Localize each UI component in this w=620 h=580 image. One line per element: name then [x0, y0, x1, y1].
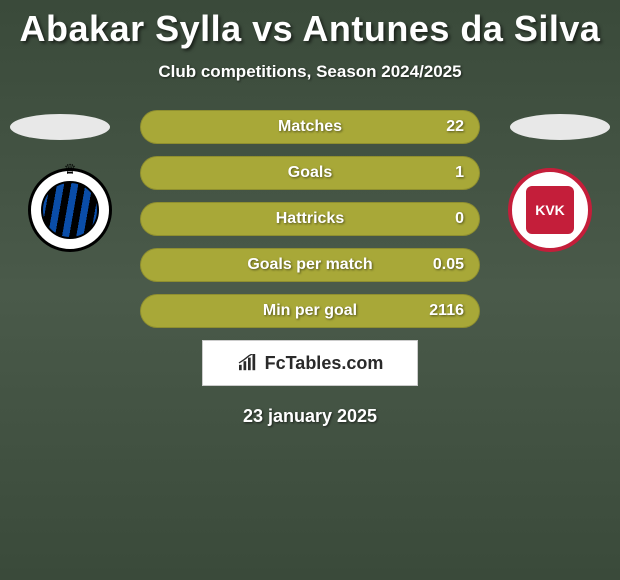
crown-icon: ♛ [64, 161, 77, 178]
left-oval-decor [10, 114, 110, 140]
date-label: 23 january 2025 [0, 406, 620, 427]
brand-text: FcTables.com [265, 353, 384, 374]
club-brugge-badge: ♛ [28, 168, 112, 252]
stat-label: Hattricks [156, 210, 464, 228]
stat-value: 2116 [429, 302, 464, 320]
stat-row-goals: Goals 1 [140, 156, 480, 190]
stat-label: Goals [156, 164, 464, 182]
stat-row-goals-per-match: Goals per match 0.05 [140, 248, 480, 282]
club-logo-left: ♛ [20, 168, 120, 268]
stat-value: 0 [455, 210, 464, 228]
stat-row-matches: Matches 22 [140, 110, 480, 144]
stat-value: 0.05 [433, 256, 464, 274]
stat-label: Matches [156, 118, 464, 136]
right-oval-decor [510, 114, 610, 140]
brand-badge: FcTables.com [202, 340, 418, 386]
kv-kortrijk-badge: KVK [508, 168, 592, 252]
stats-list: Matches 22 Goals 1 Hattricks 0 Goals per… [140, 110, 480, 328]
comparison-panel: ♛ KVK Matches 22 Goals 1 Hattricks 0 Goa… [0, 110, 620, 427]
page-title: Abakar Sylla vs Antunes da Silva [0, 0, 620, 50]
stat-row-hattricks: Hattricks 0 [140, 202, 480, 236]
stat-row-min-per-goal: Min per goal 2116 [140, 294, 480, 328]
stat-label: Goals per match [156, 256, 464, 274]
stat-value: 22 [446, 118, 464, 136]
subtitle: Club competitions, Season 2024/2025 [0, 62, 620, 82]
stat-label: Min per goal [156, 302, 464, 320]
stat-value: 1 [455, 164, 464, 182]
club-logo-right: KVK [500, 168, 600, 268]
bar-chart-icon [237, 354, 259, 372]
